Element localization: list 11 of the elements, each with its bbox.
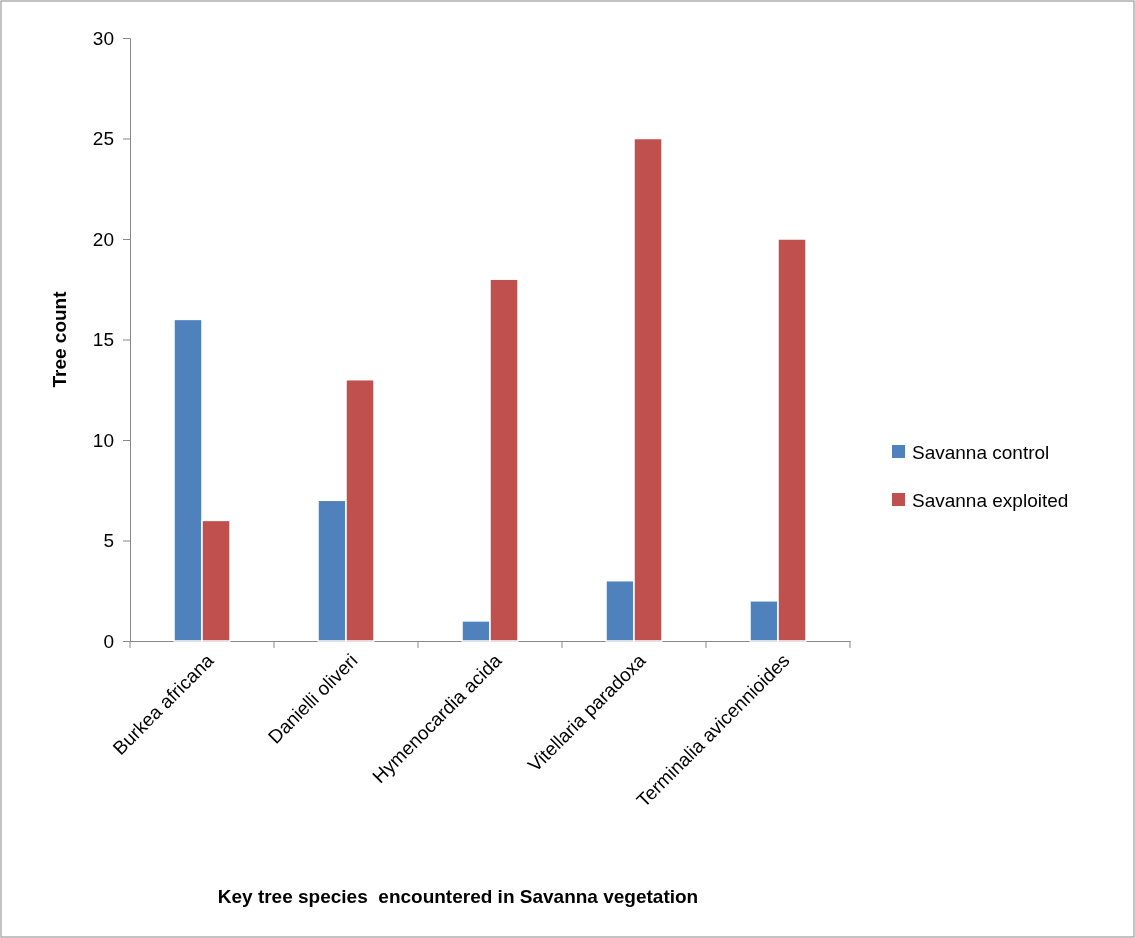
y-axis-title: Tree count [49, 290, 70, 388]
y-tick-label: 0 [103, 630, 114, 652]
y-tick-label: 15 [92, 329, 114, 351]
x-axis-title: Key tree species encountered in Savanna vegetation [217, 886, 699, 907]
y-tick-label: 25 [92, 128, 114, 150]
y-tick-label: 20 [92, 228, 114, 250]
legend-label: Savanna control [912, 441, 1050, 463]
legend-label: Savanna exploited [912, 489, 1069, 511]
y-tick-label: 30 [92, 27, 114, 49]
y-tick-label: 10 [92, 429, 114, 451]
y-tick-label: 5 [103, 530, 114, 552]
